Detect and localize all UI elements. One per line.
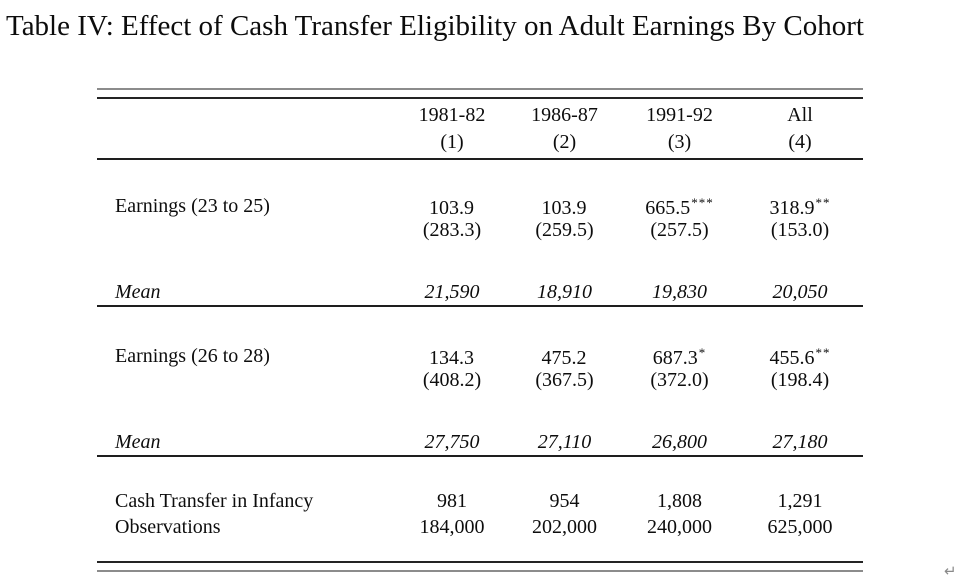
mean-cell: 18,910 <box>537 280 592 303</box>
coef-value: 455.6 <box>769 347 815 369</box>
significance-stars: * <box>698 345 707 360</box>
column-header-1981-82: 1981-82 <box>418 104 486 126</box>
se-cell: (283.3) <box>422 218 482 241</box>
column-number-3: (3) <box>667 131 692 153</box>
spacer <box>97 457 863 488</box>
spacer <box>97 393 863 428</box>
row-label: Observations <box>115 516 221 538</box>
column-header-1991-92: 1991-92 <box>646 104 713 126</box>
spacer <box>97 160 863 190</box>
column-number-2: (2) <box>552 131 577 153</box>
row-label: Earnings (23 to 25) <box>115 194 270 217</box>
obs-cell: 625,000 <box>767 516 833 538</box>
coef-value: 134.3 <box>429 347 474 369</box>
obs-cell: 240,000 <box>647 516 712 538</box>
bottom-double-rule <box>97 561 863 572</box>
coef-value: 687.3 <box>652 347 698 369</box>
header-row-cohorts: 1981-82 1986-87 1991-92 All <box>97 99 863 129</box>
significance-stars: *** <box>691 195 714 210</box>
return-mark-icon: ↵ <box>944 562 957 580</box>
count-cell: 1,808 <box>657 490 702 512</box>
coef-cell: 318.9** <box>737 190 863 221</box>
table-title: Table IV: Effect of Cash Transfer Eligib… <box>6 10 864 42</box>
obs-cell: 202,000 <box>532 516 597 538</box>
coef-cell: 665.5*** <box>622 190 737 221</box>
coef-cell: 455.6** <box>737 340 863 371</box>
se-cell: (259.5) <box>535 218 594 241</box>
count-cell: 981 <box>437 490 467 512</box>
se-cell: (367.5) <box>535 368 594 391</box>
obs-cell: 184,000 <box>419 516 485 538</box>
significance-stars: ** <box>815 195 831 210</box>
spacer <box>97 540 863 561</box>
coef-value: 665.5 <box>645 197 691 219</box>
se-cell: (257.5) <box>650 218 709 241</box>
header-rule <box>97 158 863 160</box>
row-earnings-23-25-standard-errors: (283.3) (259.5) (257.5) (153.0) <box>97 216 863 243</box>
results-table: 1981-82 1986-87 1991-92 All (1) (2) (3) … <box>97 88 863 572</box>
column-header-all: All <box>787 104 813 126</box>
count-cell: 1,291 <box>777 490 823 512</box>
se-cell: (372.0) <box>650 368 709 391</box>
section-rule <box>97 455 863 457</box>
column-number-1: (1) <box>440 131 464 153</box>
row-observations: Observations 184,000 202,000 240,000 625… <box>97 514 863 540</box>
mean-cell: 26,800 <box>652 430 707 453</box>
se-cell: (153.0) <box>770 218 830 241</box>
coef-value: 475.2 <box>541 347 587 369</box>
coef-cell: 687.3* <box>622 340 737 371</box>
mean-cell: 21,590 <box>424 280 480 303</box>
coef-cell: 103.9 <box>507 190 622 221</box>
coef-value: 103.9 <box>429 197 474 219</box>
mean-cell: 19,830 <box>652 280 707 303</box>
se-cell: (198.4) <box>770 368 830 391</box>
row-earnings-26-28-standard-errors: (408.2) (367.5) (372.0) (198.4) <box>97 366 863 393</box>
top-double-rule <box>97 88 863 99</box>
row-label: Mean <box>115 430 161 453</box>
header-row-column-numbers: (1) (2) (3) (4) <box>97 129 863 158</box>
coef-cell: 475.2 <box>507 340 622 371</box>
column-header-1986-87: 1986-87 <box>531 104 598 126</box>
row-cash-transfer-in-infancy: Cash Transfer in Infancy 981 954 1,808 1… <box>97 488 863 514</box>
row-mean-26-28: Mean 27,750 27,110 26,800 27,180 <box>97 428 863 455</box>
mean-cell: 27,110 <box>537 430 592 453</box>
count-cell: 954 <box>549 490 580 512</box>
mean-cell: 20,050 <box>772 280 828 303</box>
significance-stars: ** <box>815 345 831 360</box>
row-label: Mean <box>115 280 161 303</box>
row-earnings-26-28-coefficients: Earnings (26 to 28) 134.3 475.2 687.3* 4… <box>97 340 863 370</box>
coef-value: 318.9 <box>769 197 815 219</box>
mean-cell: 27,750 <box>424 430 480 453</box>
row-earnings-23-25-coefficients: Earnings (23 to 25) 103.9 103.9 665.5***… <box>97 190 863 220</box>
spacer <box>97 243 863 278</box>
section-rule <box>97 305 863 307</box>
row-mean-23-25: Mean 21,590 18,910 19,830 20,050 <box>97 278 863 305</box>
row-label: Earnings (26 to 28) <box>115 344 270 367</box>
mean-cell: 27,180 <box>772 430 828 453</box>
row-label: Cash Transfer in Infancy <box>115 490 314 512</box>
coef-value: 103.9 <box>541 197 587 219</box>
coef-cell: 103.9 <box>397 190 507 221</box>
column-number-4: (4) <box>788 131 812 153</box>
coef-cell: 134.3 <box>397 340 507 371</box>
spacer <box>97 307 863 340</box>
se-cell: (408.2) <box>422 368 482 391</box>
